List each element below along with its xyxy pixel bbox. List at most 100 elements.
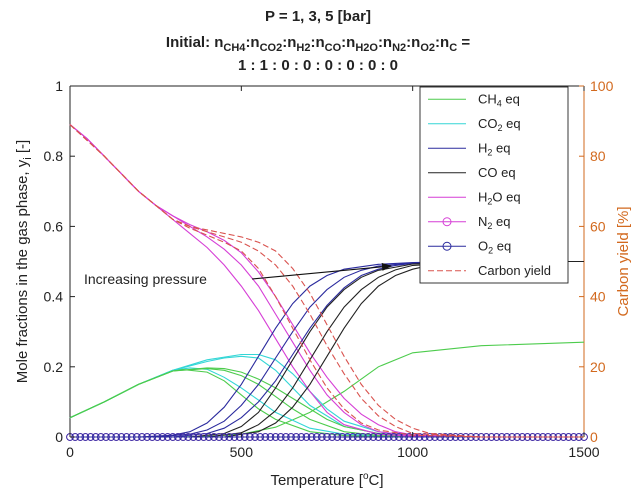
marker-o2-eq [328,433,336,441]
legend-label: CO eq [478,165,516,180]
marker-o2-eq [112,433,121,441]
y-tick-label: 0.2 [44,359,64,375]
legend-label-base: CO [478,116,498,131]
marker-o2-eq [282,433,290,441]
title-sym-sub: CO2 [260,42,283,54]
marker-o2-eq [395,433,403,441]
series-co-eq-p1 [70,260,584,438]
marker-o2-eq [235,433,244,441]
marker-o2-eq [174,433,182,441]
x-tick-label: 500 [230,444,254,460]
x-tick-label: 1000 [397,444,428,460]
legend-marker [442,217,452,227]
annotation-arrow [251,262,392,280]
legend-label-sub: 2 [487,147,492,157]
title-sym-base: n [214,34,223,51]
marker-o2-eq [81,433,90,441]
series-h2o-eq-p5 [69,124,584,438]
y-axis-label-sub: i [22,157,34,159]
marker-o2-eq [179,433,187,441]
legend-label-sub: 2 [487,196,492,206]
x-axis-label-post: C] [369,472,384,489]
legend-label: CO2 eq [478,116,521,133]
title-sym-sub: H2O [355,42,378,54]
legend-label-sub: 2 [498,123,503,133]
series-carbon-yield-p3 [69,124,584,438]
marker-o2-eq [379,433,388,441]
marker-o2-eq [384,433,393,441]
marker-o2-eq [318,433,326,441]
x-tick-label: 1500 [568,444,599,460]
marker-o2-eq [251,433,259,441]
series-co-eq-p3 [70,260,584,438]
marker-o2-eq [307,433,316,441]
marker-o2-eq [441,433,450,441]
title-line-2-prefix: Initial: [166,34,214,51]
annotation-text: Increasing pressure [84,271,207,287]
title-sym-sub: CO [325,42,342,54]
marker-o2-eq [364,433,372,441]
legend-label-base: H [478,189,487,204]
marker-o2-eq [292,433,301,441]
legend-label-post: eq [492,140,510,155]
x-axis-label: Temperature [oC] [270,471,383,489]
marker-o2-eq [127,433,136,441]
y-tick-label: 1 [55,78,63,94]
y-tick-label: 0.4 [44,289,64,305]
title-sym-base: :n [435,34,449,51]
marker-o2-eq [338,433,347,441]
y-axis-label-post: [-] [14,140,31,158]
title-line-1: P = 1, 3, 5 [bar] [265,8,371,25]
marker-o2-eq [359,433,367,441]
marker-o2-eq [389,433,398,441]
title-sym-sub: H2 [296,42,310,54]
legend-label-base: O [478,238,488,253]
marker-o2-eq [168,433,177,441]
legend-label-base: N [478,214,487,229]
marker-o2-eq [225,433,234,441]
title-sym-sub: CH4 [223,42,246,54]
marker-o2-eq [76,433,85,441]
title-sym-sub: O2 [420,42,435,54]
title-sym-base: :n [378,34,392,51]
legend-label-post: O eq [492,189,520,204]
marker-o2-eq [312,433,321,441]
legend-label: H2O eq [478,189,521,206]
marker-o2-eq [297,433,306,441]
marker-o2-eq [96,433,105,441]
y2-tick-label: 60 [590,218,606,234]
legend-label-post: eq [492,214,510,229]
title-line-2: Initial: nCH4:nCO2:nH2:nCO:nH2O:nN2:nO2:… [166,34,470,54]
marker-o2-eq [204,433,213,441]
marker-o2-eq [446,433,455,441]
legend-label-base: Carbon yield [478,263,551,278]
legend-label-post: eq [503,116,521,131]
marker-o2-eq [348,433,357,441]
legend-label-post: eq [502,91,520,106]
legend-label: H2 eq [478,140,510,157]
title-sym-base: :n [310,34,324,51]
marker-o2-eq [220,433,229,441]
y2-tick-label: 20 [590,359,606,375]
series-carbon-yield-p5 [69,124,584,438]
marker-o2-eq [333,433,342,441]
marker-o2-eq [230,433,239,441]
title-line-2-suffix: = [457,34,470,51]
y2-axis-ticks: 0 20 40 60 80 100 [579,78,614,445]
marker-o2-eq [425,433,434,441]
marker-o2-eq [122,433,131,441]
marker-o2-eq [246,433,254,441]
title-sym-sub: N2 [392,42,406,54]
marker-o2-eq [163,433,172,441]
axis-labels: Temperature [oC] Mole fractions in the ga… [14,140,632,489]
marker-o2-eq [132,433,141,441]
series-h2-eq-p5 [70,260,584,438]
y-axis-label: Mole fractions in the gas phase, yi [-] [14,140,34,383]
annotation: Increasing pressure [84,262,392,287]
title-sym-base: :n [406,34,420,51]
y2-tick-label: 100 [590,78,614,94]
legend-label: Carbon yield [478,263,551,278]
marker-o2-eq [102,433,110,441]
x-tick-label: 0 [66,444,74,460]
legend-box [419,86,569,284]
